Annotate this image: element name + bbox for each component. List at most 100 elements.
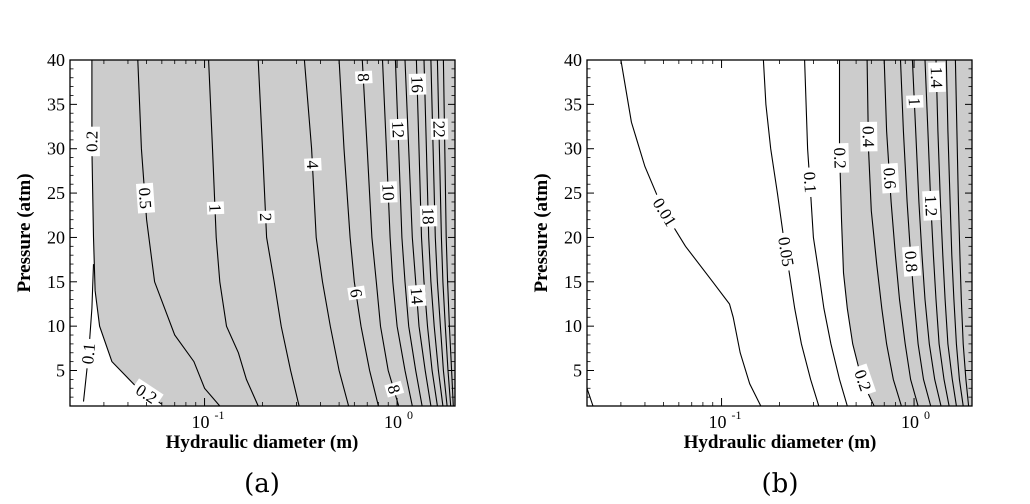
contour-label: 0.1 xyxy=(800,166,820,198)
contour-line xyxy=(257,60,300,406)
contour-label: 1 xyxy=(205,201,225,215)
x-tick-exponent: -1 xyxy=(215,408,225,422)
contour-line xyxy=(423,60,444,406)
contour-label-text: 0.4 xyxy=(859,126,878,148)
y-axis-label-a: Pressure (atm) xyxy=(14,173,35,292)
y-axis-label-b: Pressure (atm) xyxy=(531,173,552,292)
contour-label: 0.01 xyxy=(647,191,683,233)
y-tick-label: 15 xyxy=(564,272,582,292)
contour-line xyxy=(620,60,762,406)
contour-label-text: 0.1 xyxy=(78,342,99,365)
contour-line xyxy=(303,60,350,406)
contour-label-text: 1 xyxy=(205,203,224,212)
x-tick-exponent: -1 xyxy=(732,408,742,422)
x-tick-exponent: 0 xyxy=(924,408,930,422)
contour-label-text: 18 xyxy=(418,207,437,224)
y-tick-label: 5 xyxy=(56,361,65,381)
contour-label-text: 0.6 xyxy=(879,167,899,189)
contour-label-text: 12 xyxy=(388,121,408,139)
contour-label: 0.2 xyxy=(830,143,850,174)
contour-label: 14 xyxy=(407,284,427,307)
contour-label: 12 xyxy=(388,118,408,141)
contour-line xyxy=(394,60,423,406)
shaded-region-a xyxy=(91,60,455,406)
y-tick-label: 20 xyxy=(47,227,65,247)
contour-label-text: 0.1 xyxy=(800,171,820,193)
contour-line xyxy=(381,60,413,406)
contour-line xyxy=(924,60,950,406)
contour-label: 0.1 xyxy=(78,338,99,370)
y-tick-label: 5 xyxy=(573,361,582,381)
contour-label-text: 1.2 xyxy=(921,195,941,217)
y-tick-label: 10 xyxy=(564,316,582,336)
contour-label: 22 xyxy=(429,118,449,140)
contour-label-text: 0.2 xyxy=(830,147,850,169)
contour-line xyxy=(945,60,964,406)
contour-label-text: 22 xyxy=(429,120,448,137)
panel-b: 0.010.050.10.20.20.40.60.811.21.4 510152… xyxy=(531,50,973,499)
panel-label-b: (b) xyxy=(762,469,799,499)
contour-label: 1.2 xyxy=(921,190,941,221)
contour-label: 0.4 xyxy=(859,121,878,152)
contour-label: 16 xyxy=(407,73,427,96)
contour-lines-a xyxy=(82,60,454,406)
y-tick-label: 40 xyxy=(564,50,582,70)
x-tick-label: 10 xyxy=(192,412,210,432)
contour-label: 6 xyxy=(346,285,366,301)
contour-label-text: 14 xyxy=(407,287,427,306)
contour-line xyxy=(430,60,448,406)
y-tick-label: 25 xyxy=(564,183,582,203)
x-tick-label: 10 xyxy=(901,412,919,432)
contour-label-text: 6 xyxy=(346,287,366,298)
contour-label: 1.4 xyxy=(927,62,946,93)
ticks-a: 5 10 15 20 25 30 35 40 10 -1 10 0 xyxy=(47,50,456,432)
y-tick-label: 25 xyxy=(47,183,65,203)
contour-label-text: 0.2 xyxy=(82,131,101,152)
x-tick-label: 10 xyxy=(709,412,727,432)
contour-line xyxy=(82,264,95,402)
contour-label-text: 1 xyxy=(905,97,924,106)
contour-label: 2 xyxy=(256,210,275,224)
contour-label: 0.6 xyxy=(879,162,900,194)
ticks-b: 5 10 15 20 25 30 35 40 10 -1 10 0 xyxy=(564,50,973,432)
contour-line xyxy=(91,60,163,405)
contour-line xyxy=(404,60,432,406)
contour-labels-b: 0.010.050.10.20.20.40.60.811.21.4 xyxy=(647,62,946,397)
contour-label-text: 4 xyxy=(303,160,322,170)
y-tick-label: 40 xyxy=(47,50,65,70)
contour-label-text: 16 xyxy=(407,76,426,94)
y-tick-label: 15 xyxy=(47,272,65,292)
contour-line xyxy=(935,60,957,406)
y-tick-label: 35 xyxy=(564,94,582,114)
contour-line xyxy=(208,60,259,406)
x-axis-label-a: Hydraulic diameter (m) xyxy=(166,432,359,453)
contour-label: 0.8 xyxy=(901,246,921,277)
contour-label: 1 xyxy=(905,94,924,109)
contour-label-text: 10 xyxy=(378,183,398,201)
contour-line xyxy=(899,60,932,406)
x-tick-exponent: 0 xyxy=(407,408,413,422)
contour-label: 0.5 xyxy=(135,182,156,214)
y-tick-label: 10 xyxy=(47,316,65,336)
contour-label-text: 0.5 xyxy=(135,187,156,210)
contour-line xyxy=(361,60,400,406)
contour-label: 10 xyxy=(378,181,398,203)
contour-line xyxy=(911,60,942,406)
panel-label-a: (a) xyxy=(244,469,280,499)
contour-label: 0.05 xyxy=(774,231,798,272)
contour-line xyxy=(137,60,221,406)
contour-label: 0.2 xyxy=(82,126,101,157)
x-tick-label: 10 xyxy=(384,412,402,432)
contour-line xyxy=(415,60,438,406)
contour-label: 8 xyxy=(383,380,405,398)
contour-line xyxy=(338,60,379,406)
contour-label: 8 xyxy=(354,70,373,85)
contour-label-text: 0.05 xyxy=(774,235,798,267)
x-axis-label-b: Hydraulic diameter (m) xyxy=(684,432,877,453)
y-tick-label: 30 xyxy=(47,139,65,159)
contour-line xyxy=(954,60,970,406)
contour-line xyxy=(866,60,902,406)
